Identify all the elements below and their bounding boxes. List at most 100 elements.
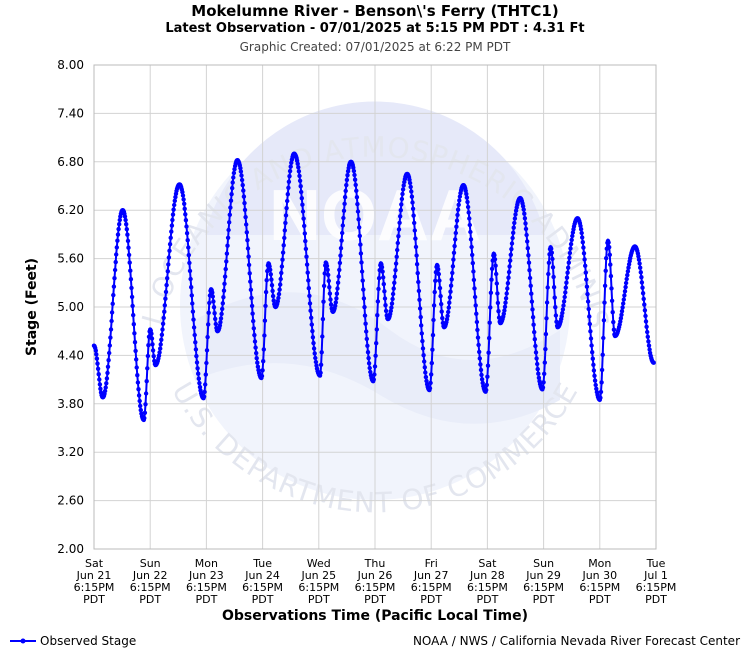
y-tick-label: 8.00 <box>57 58 84 72</box>
data-point <box>114 252 119 257</box>
data-point <box>400 191 405 197</box>
data-point <box>165 269 170 274</box>
data-point <box>138 403 143 409</box>
data-point <box>430 332 436 338</box>
data-point <box>144 379 149 384</box>
data-point <box>586 306 591 312</box>
x-tick-label: Sun Jun 22 6:15PM PDT <box>130 557 171 606</box>
data-point <box>388 308 393 314</box>
data-point <box>610 310 615 315</box>
data-point <box>553 305 558 310</box>
data-point <box>522 216 528 221</box>
data-point <box>430 347 435 352</box>
data-point <box>134 357 139 362</box>
data-point <box>159 337 164 342</box>
data-point <box>238 169 244 174</box>
data-point <box>211 299 216 304</box>
data-point <box>190 309 196 314</box>
data-point <box>360 278 365 283</box>
data-point <box>206 310 211 315</box>
data-point <box>541 380 546 385</box>
data-point <box>527 268 532 273</box>
data-point <box>478 362 483 367</box>
data-point <box>508 252 513 257</box>
legend: Observed Stage <box>10 634 136 648</box>
data-point <box>197 384 203 390</box>
data-point <box>436 267 441 272</box>
data-point <box>303 238 308 244</box>
data-point <box>300 202 305 207</box>
data-point <box>383 303 388 308</box>
data-point <box>253 345 258 350</box>
data-point <box>639 280 645 285</box>
data-point <box>261 347 266 352</box>
data-point <box>185 238 190 243</box>
data-point <box>642 302 647 307</box>
data-point <box>246 254 251 259</box>
data-point <box>248 279 253 284</box>
data-point <box>97 377 102 382</box>
data-point <box>642 308 648 313</box>
data-point <box>489 266 495 271</box>
data-point <box>102 388 108 394</box>
data-point <box>496 315 502 320</box>
data-point <box>520 204 526 209</box>
data-point <box>419 331 424 336</box>
data-point <box>162 303 167 308</box>
data-point <box>584 284 590 289</box>
x-tick-label: Sat Jun 28 6:15PM PDT <box>467 557 508 606</box>
data-point <box>108 327 114 332</box>
data-point <box>298 184 303 189</box>
data-point <box>611 327 617 332</box>
data-point <box>565 270 570 275</box>
data-point <box>512 220 517 226</box>
data-point <box>299 196 304 201</box>
data-point <box>413 236 418 241</box>
data-point <box>589 343 594 348</box>
data-point <box>418 314 423 320</box>
data-point <box>165 276 170 281</box>
data-point <box>318 370 323 375</box>
data-point <box>105 370 110 376</box>
data-point <box>352 172 357 178</box>
data-point <box>468 237 474 242</box>
data-point <box>318 362 324 367</box>
data-point <box>229 192 234 197</box>
data-point <box>194 353 199 359</box>
data-point <box>569 237 574 243</box>
data-point <box>213 321 218 327</box>
data-point <box>339 238 344 243</box>
data-point <box>143 402 148 407</box>
data-point <box>604 256 609 261</box>
data-point <box>395 247 400 253</box>
x-axis-label: Observations Time (Pacific Local Time) <box>222 608 528 624</box>
data-point <box>407 180 413 186</box>
data-point <box>603 268 608 273</box>
data-point <box>308 308 313 313</box>
data-point <box>585 291 590 297</box>
data-point <box>276 295 281 301</box>
data-point <box>602 300 607 305</box>
data-point <box>374 341 379 346</box>
data-point <box>374 327 379 332</box>
data-point <box>311 340 316 346</box>
data-point <box>122 214 128 219</box>
data-point <box>561 299 567 304</box>
data-point <box>356 217 361 222</box>
data-point <box>472 286 477 291</box>
credit-text: NOAA / NWS / California Nevada River For… <box>412 634 740 648</box>
data-point <box>240 182 245 188</box>
data-point <box>192 332 197 338</box>
data-point <box>581 245 586 250</box>
data-point <box>112 267 118 273</box>
data-point <box>568 241 574 247</box>
data-point <box>562 294 567 300</box>
data-point <box>464 191 469 197</box>
data-point <box>400 187 406 192</box>
data-point <box>280 257 285 262</box>
data-point <box>107 343 113 348</box>
data-point <box>224 259 229 264</box>
data-point <box>389 301 395 306</box>
data-point <box>109 310 115 315</box>
data-point <box>566 265 571 270</box>
